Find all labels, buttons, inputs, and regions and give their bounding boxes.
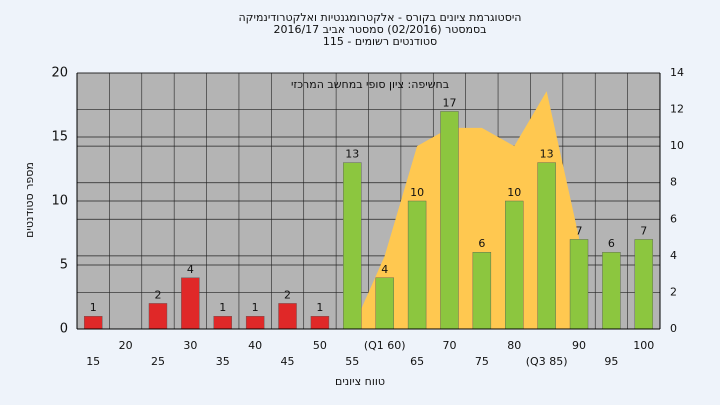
data-label: 1 <box>90 301 97 314</box>
bar <box>440 111 459 330</box>
chart-subtitle: בסמסטר (02/2016) סמסטר אביב 2016/17 <box>273 23 486 36</box>
y2-tick-label: 0 <box>670 322 677 335</box>
data-label: 4 <box>187 263 194 276</box>
y-tick-label: 0 <box>60 322 68 337</box>
data-label: 1 <box>252 301 259 314</box>
x-tick-label: 45 <box>281 355 295 368</box>
data-label: 6 <box>608 237 615 250</box>
x-tick-label: 100 <box>633 339 654 352</box>
y2-tick-label: 12 <box>670 103 684 116</box>
data-label: 4 <box>381 263 388 276</box>
y2-tick-label: 2 <box>670 285 677 298</box>
x-tick-label: 50 <box>313 339 327 352</box>
y2-tick-label: 6 <box>670 212 677 225</box>
x-tick-label: (Q1 60) <box>364 339 406 352</box>
y2-tick-label: 4 <box>670 249 677 262</box>
data-label: 7 <box>576 224 583 237</box>
y2-tick-label: 8 <box>670 176 677 189</box>
x-tick-label: 70 <box>442 339 456 352</box>
data-label: 17 <box>442 96 456 109</box>
chart-title: היסטוגרמת ציונים בקורס - אלקטרומגנטיות ו… <box>239 11 522 24</box>
bar <box>213 316 232 330</box>
chart-subtitle: סטודנטים רשומים - 115 <box>323 35 437 48</box>
bar <box>181 277 200 330</box>
x-tick-label: 65 <box>410 355 424 368</box>
x-tick-label: 80 <box>507 339 521 352</box>
bar <box>310 316 330 330</box>
bar <box>375 277 394 330</box>
data-label: 1 <box>219 301 226 314</box>
data-label: 10 <box>410 186 424 199</box>
x-tick-label: 15 <box>86 355 100 368</box>
bar <box>83 316 103 330</box>
x-tick-label: 30 <box>183 339 197 352</box>
bar <box>472 251 492 330</box>
y-axis-label: מספר סטודנטים <box>23 162 36 238</box>
data-label: 13 <box>345 148 359 161</box>
data-label: 2 <box>284 288 291 301</box>
bar <box>634 239 654 330</box>
x-axis-label: טווח ציונים <box>335 375 385 388</box>
bar <box>278 303 297 330</box>
bar <box>245 316 265 330</box>
data-label: 13 <box>540 148 554 161</box>
data-label: 1 <box>316 301 323 314</box>
bar <box>602 251 621 330</box>
y-tick-label: 10 <box>51 194 68 209</box>
data-label: 7 <box>640 224 647 237</box>
x-tick-label: 20 <box>119 339 133 352</box>
y-tick-label: 15 <box>51 130 68 145</box>
x-tick-label: 90 <box>572 339 586 352</box>
y2-tick-label: 10 <box>670 139 684 152</box>
x-tick-label: 55 <box>345 355 359 368</box>
y2-tick-label: 14 <box>670 66 684 79</box>
bar <box>505 200 524 330</box>
bar <box>537 162 556 330</box>
x-tick-label: 75 <box>475 355 489 368</box>
data-label: 6 <box>478 237 485 250</box>
annotation: בחשיפה: ציון סופי במחשב המרכזי <box>291 78 449 91</box>
x-tick-label: 35 <box>216 355 230 368</box>
bar <box>407 200 427 330</box>
data-label: 10 <box>507 186 521 199</box>
x-tick-label: (Q3 85) <box>526 355 568 368</box>
x-tick-label: 40 <box>248 339 262 352</box>
bar <box>569 239 589 330</box>
y-tick-label: 20 <box>51 66 68 81</box>
data-label: 2 <box>154 288 161 301</box>
y-tick-label: 5 <box>60 258 68 273</box>
bar <box>148 303 168 330</box>
x-tick-label: 25 <box>151 355 165 368</box>
bar <box>343 162 362 330</box>
x-tick-label: 95 <box>604 355 618 368</box>
